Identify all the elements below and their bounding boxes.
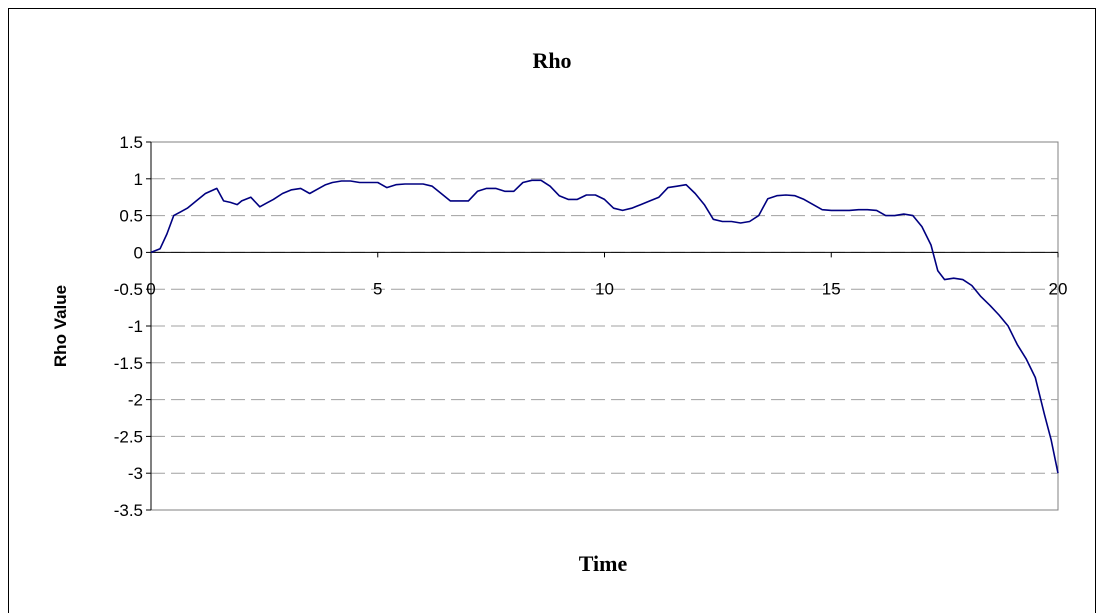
y-tick-label: 1	[134, 170, 143, 189]
y-tick-label: 0.5	[119, 207, 143, 226]
y-tick-label: 1.5	[119, 133, 143, 152]
y-tick-label: -1.5	[114, 354, 143, 373]
x-tick-label: 20	[1049, 279, 1068, 298]
x-tick-label: 0	[146, 279, 155, 298]
y-tick-label: -0.5	[114, 280, 143, 299]
y-axis-title: Rho Value	[51, 285, 70, 367]
y-tick-label: -1	[128, 317, 143, 336]
y-tick-label: -2	[128, 391, 143, 410]
y-tick-label: -3.5	[114, 501, 143, 520]
series-line-rho	[150, 179, 1059, 474]
y-tick-label: -2.5	[114, 427, 143, 446]
x-axis-title: Time	[579, 551, 628, 576]
chart-title: Rho	[532, 48, 571, 73]
plot-area: 1.510.50-0.5-1-1.5-2-2.5-3-3.50 5 10 15 20	[114, 133, 1068, 520]
y-tick-label: -3	[128, 464, 143, 483]
x-tick-label: 15	[822, 279, 841, 298]
x-tick-label: 5	[373, 279, 382, 298]
y-tick-label: 0	[134, 243, 143, 262]
x-tick-label: 10	[595, 279, 614, 298]
